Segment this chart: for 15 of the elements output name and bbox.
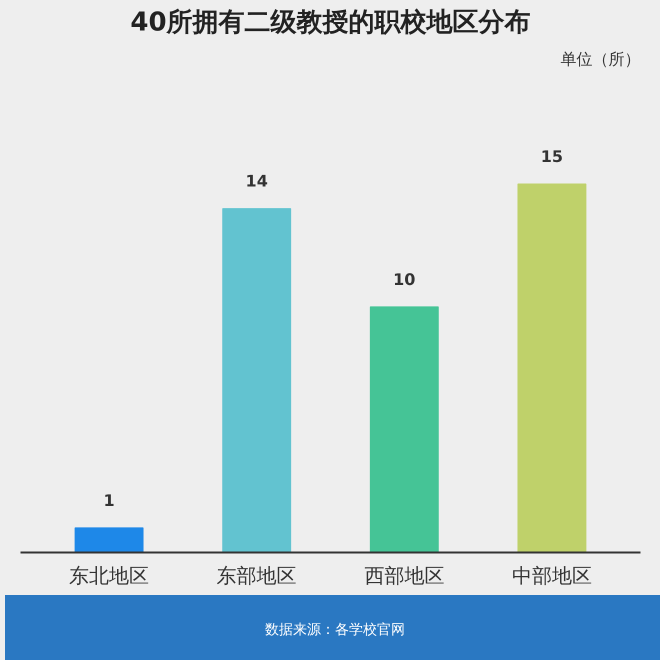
chart-title: 40所拥有二级教授的职校地区分布 [130, 8, 531, 38]
x-tick-label: 东部地区 [216, 564, 297, 588]
x-tick-label: 东北地区 [69, 564, 150, 588]
data-label: 14 [246, 172, 268, 191]
bar [222, 208, 292, 552]
bar [517, 184, 586, 552]
x-tick-label: 西部地区 [364, 564, 444, 588]
source-note: 数据来源：各学校官网 [265, 621, 405, 640]
bar [370, 306, 439, 552]
text: 单位（所） [560, 50, 640, 68]
bar [74, 527, 144, 552]
x-tick-label: 中部地区 [512, 564, 592, 588]
data-label: 1 [104, 490, 115, 510]
data-label: 15 [540, 147, 564, 166]
data-label: 10 [393, 270, 416, 289]
